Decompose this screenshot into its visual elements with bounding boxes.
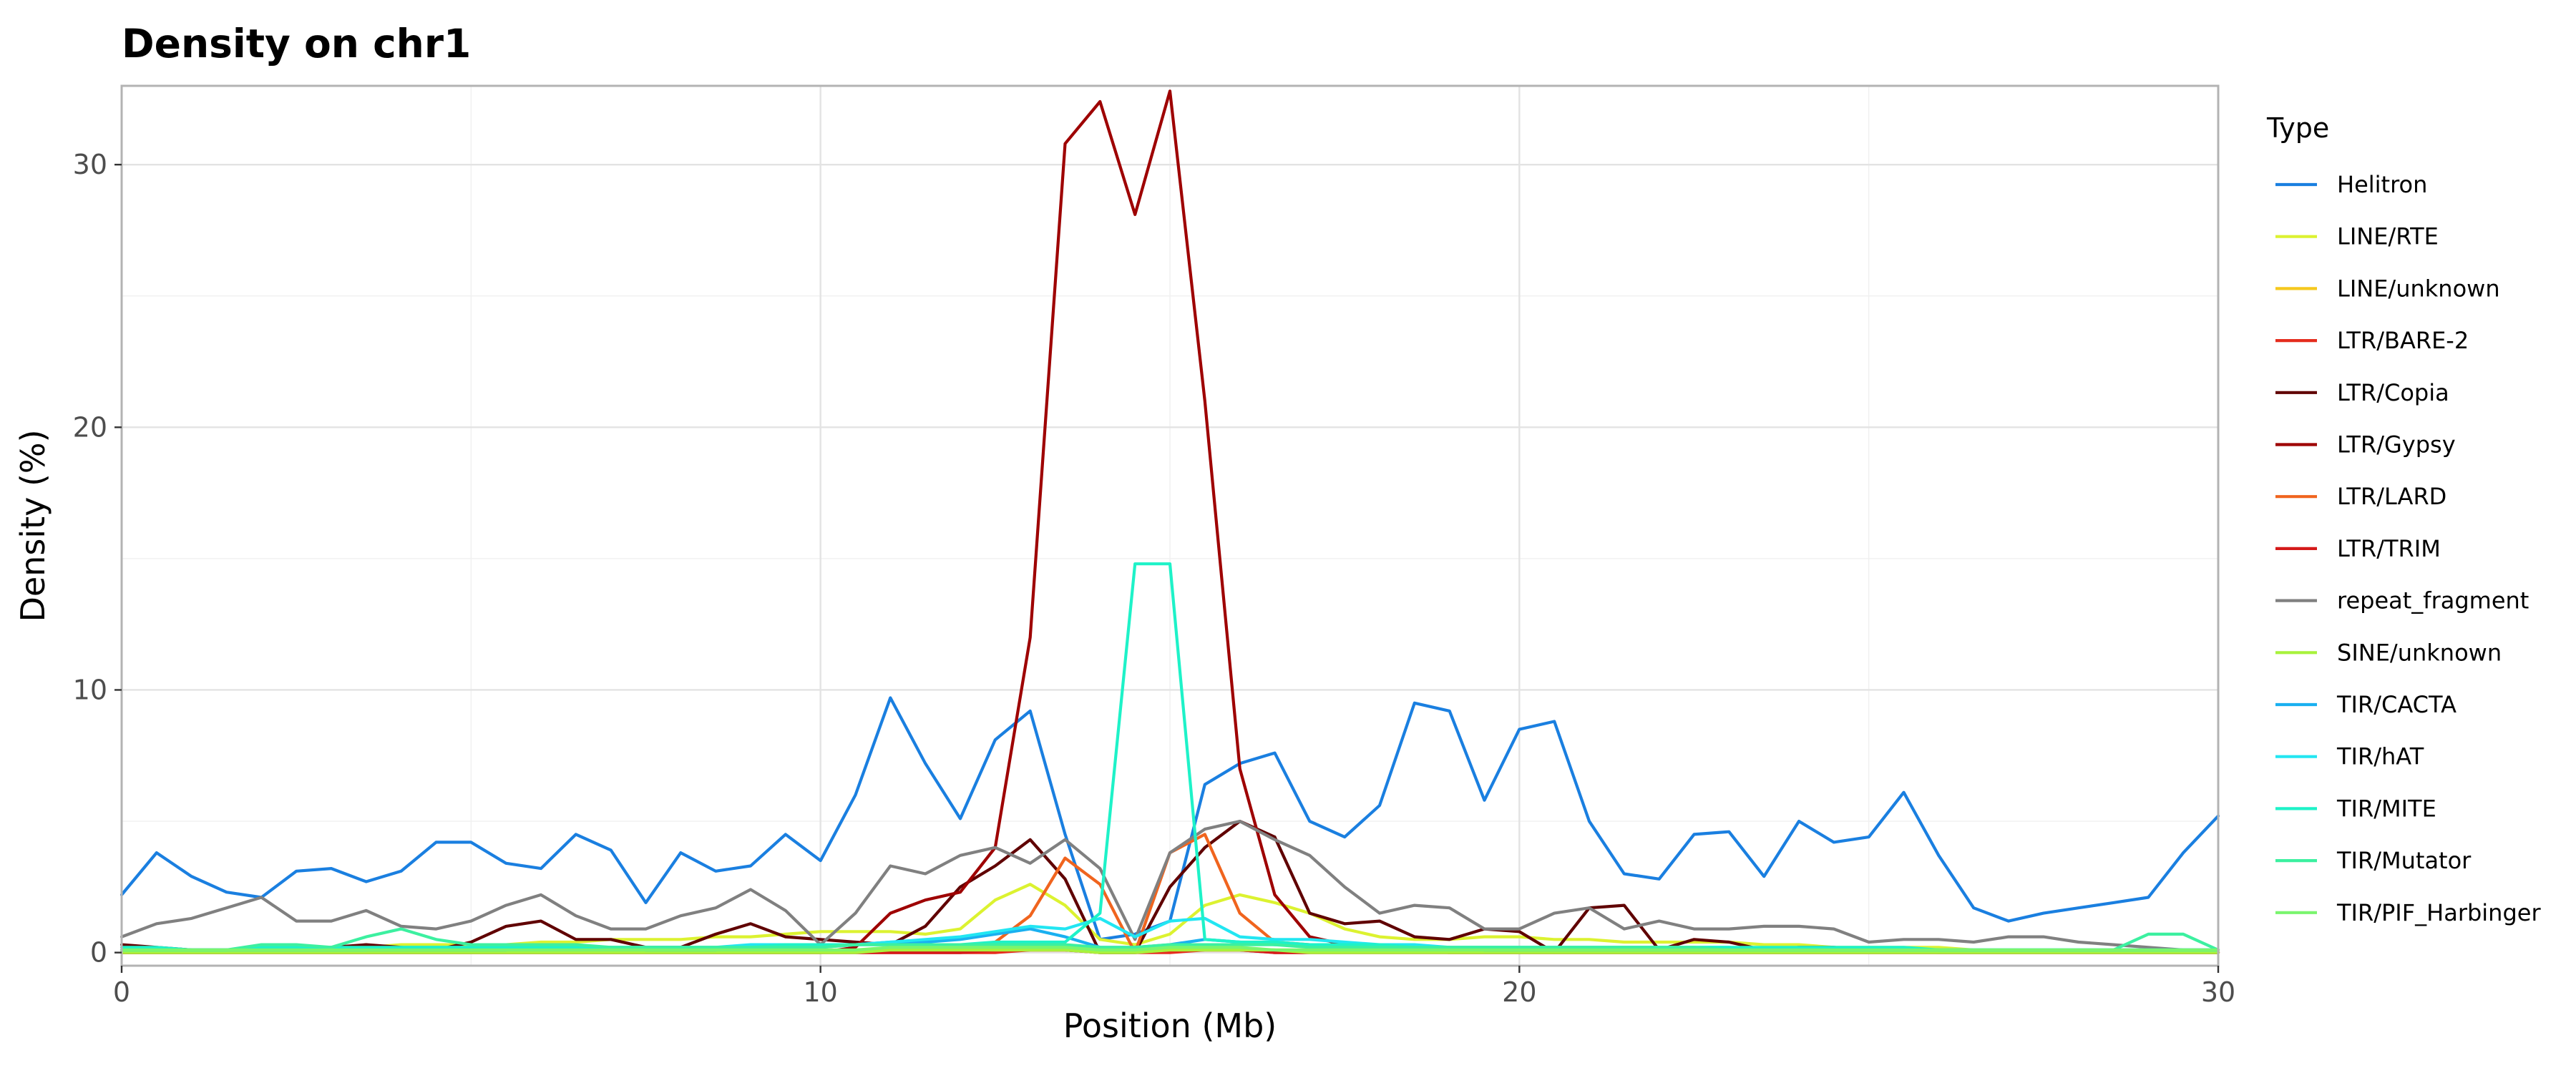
legend-label-tir-cacta: TIR/CACTA	[2336, 691, 2457, 718]
series-line-sine-unknown	[119, 948, 2220, 954]
legend-label-ltr-gypsy: LTR/Gypsy	[2337, 431, 2456, 459]
y-tick-label: 30	[73, 149, 107, 180]
legend-title: Type	[2266, 112, 2329, 144]
legend: Type Helitron LINE/RTE LINE/unknown LTR/BAR…	[2266, 112, 2541, 926]
x-tick-label: 30	[2201, 976, 2235, 1008]
series-lines	[119, 89, 2220, 954]
legend-label-tir-mite: TIR/MITE	[2336, 795, 2436, 822]
plot-frame	[120, 84, 2220, 967]
legend-label-tir-mutator: TIR/Mutator	[2336, 847, 2472, 874]
legend-label-tir-hat: TIR/hAT	[2336, 743, 2424, 770]
series-line-tir-pif-harbinger	[119, 946, 2220, 952]
x-tick-label: 20	[1502, 976, 1536, 1008]
legend-label-ltr-lard: LTR/LARD	[2337, 483, 2446, 510]
x-axis-label: Position (Mb)	[1063, 1006, 1277, 1045]
legend-label-ltr-trim: LTR/TRIM	[2337, 535, 2441, 562]
x-tick-label: 10	[803, 976, 837, 1008]
y-tick-label: 20	[73, 411, 107, 443]
legend-label-line-unknown: LINE/unknown	[2337, 275, 2500, 302]
series-line-tir-mite	[119, 562, 2220, 952]
legend-label-tir-pif-harbinger: TIR/PIF_Harbinger	[2336, 899, 2541, 926]
y-axis-ticks: 0 10 20 30	[73, 149, 122, 969]
y-tick-label: 10	[73, 674, 107, 705]
legend-label-ltr-copia: LTR/Copia	[2337, 379, 2449, 406]
x-tick-label: 0	[113, 976, 130, 1008]
y-tick-label: 0	[90, 937, 107, 969]
series-line-repeat-fragment	[119, 819, 2220, 952]
chart-title: Density on chr1	[122, 21, 471, 67]
x-axis-ticks: 0 10 20 30	[113, 966, 2235, 1008]
legend-label-repeat-fragment: repeat_fragment	[2337, 587, 2529, 614]
legend-label-sine-unknown: SINE/unknown	[2337, 639, 2502, 666]
legend-label-line-rte: LINE/RTE	[2337, 223, 2439, 250]
y-axis-label: Density (%)	[14, 429, 52, 622]
legend-label-ltr-bare-2: LTR/BARE-2	[2337, 327, 2469, 354]
legend-label-helitron: Helitron	[2337, 171, 2427, 198]
